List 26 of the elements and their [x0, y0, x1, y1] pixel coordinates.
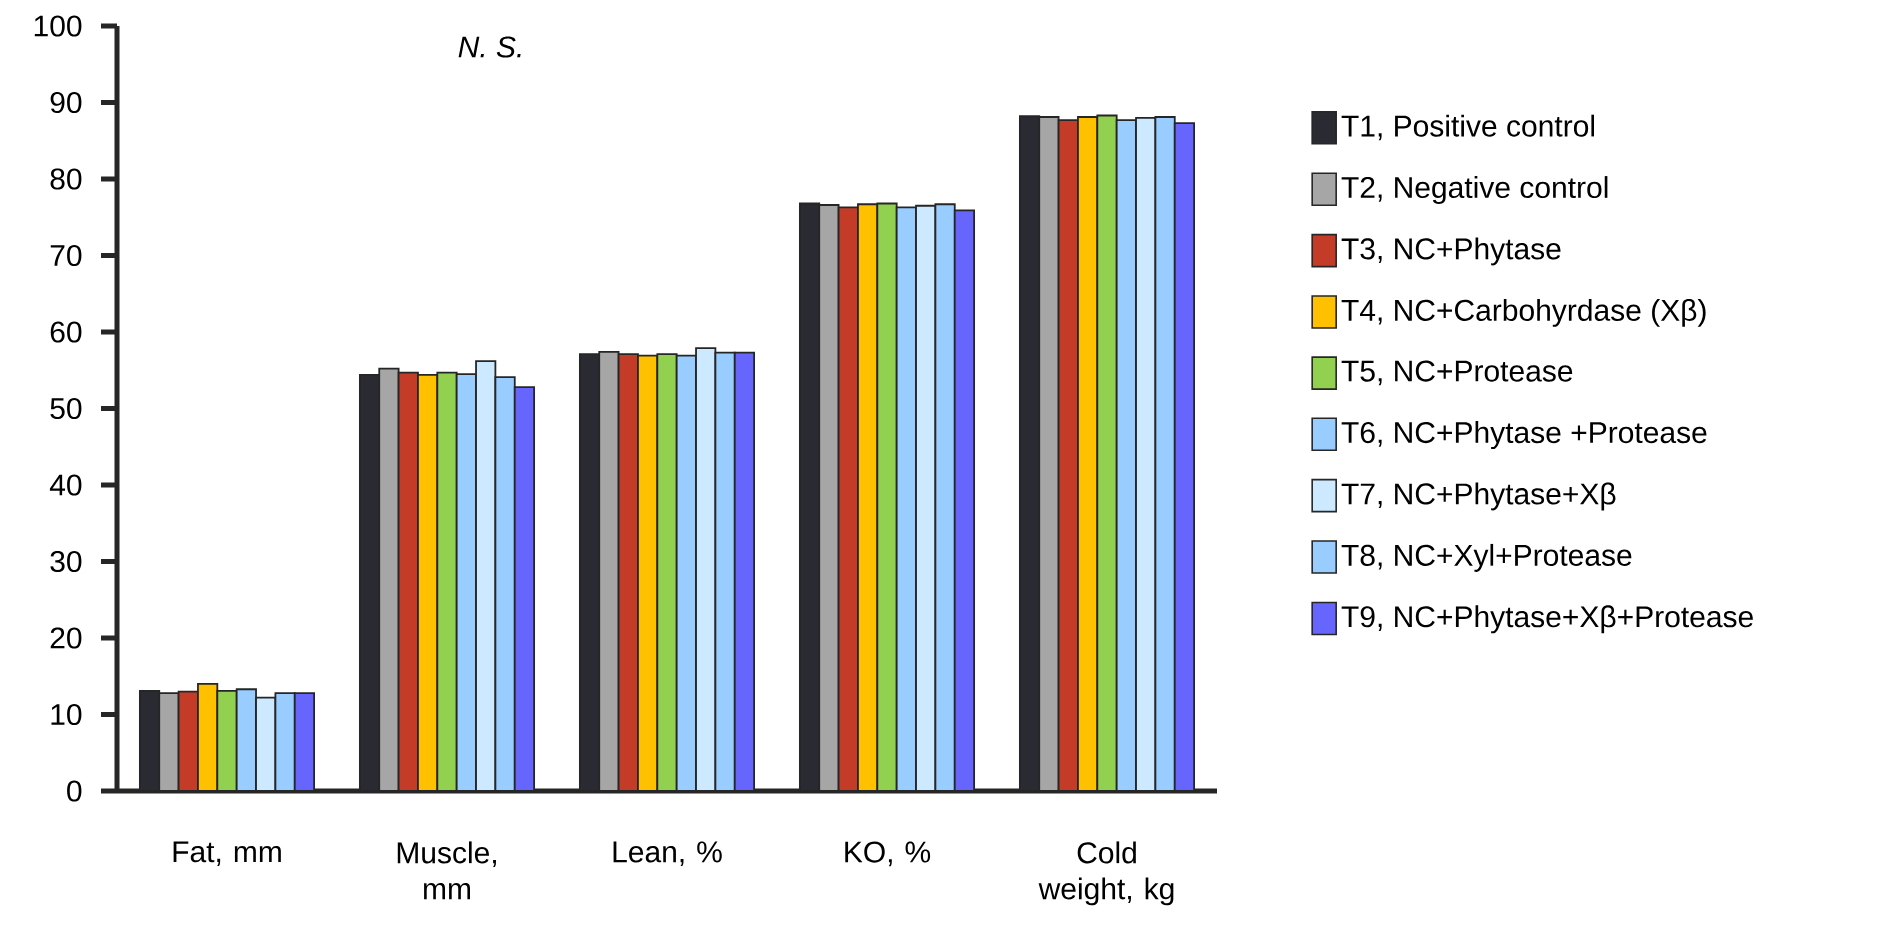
x-tick-label: Cold weight, kg: [1038, 841, 1174, 906]
legend-label: T1, Positive control: [1341, 114, 1595, 141]
y-tick-label: 40: [49, 474, 82, 496]
x-tick-label: Lean, %: [613, 841, 722, 867]
y-tick-label: 0: [67, 780, 82, 802]
y-tick-label: 80: [50, 168, 82, 190]
y-tick-label: 90: [50, 91, 82, 114]
y-tick-label: 100: [34, 15, 82, 37]
legend-label: T4, NC+Carbohyrdase (Xβ): [1341, 298, 1706, 327]
legend-label: T2, Negative control: [1341, 176, 1608, 205]
y-tick-label: 30: [50, 550, 82, 573]
y-tick-label: 60: [50, 321, 82, 343]
x-tick-label: Fat, mm: [173, 841, 281, 866]
legend-label: T5, NC+Protease: [1341, 360, 1573, 386]
y-tick-label: 50: [50, 397, 82, 420]
y-tick-label: 10: [51, 703, 82, 726]
x-tick-label: Muscle, mm: [397, 841, 496, 900]
y-tick-label: 20: [50, 627, 82, 649]
x-tick-label: KO, %: [845, 841, 931, 867]
annotation: N. S.: [458, 36, 521, 58]
legend-label: T8, NC+Xyl+Protease: [1341, 543, 1632, 572]
legend-label: T3, NC+Phytase: [1341, 237, 1561, 266]
legend-label: T9, NC+Phytase+Xβ+Protease: [1341, 605, 1753, 634]
legend-label: T6, NC+Phytase +Protease: [1341, 421, 1707, 450]
legend-label: T7, NC+Phytase+Xβ: [1341, 482, 1616, 511]
y-tick-label: 70: [50, 244, 82, 267]
